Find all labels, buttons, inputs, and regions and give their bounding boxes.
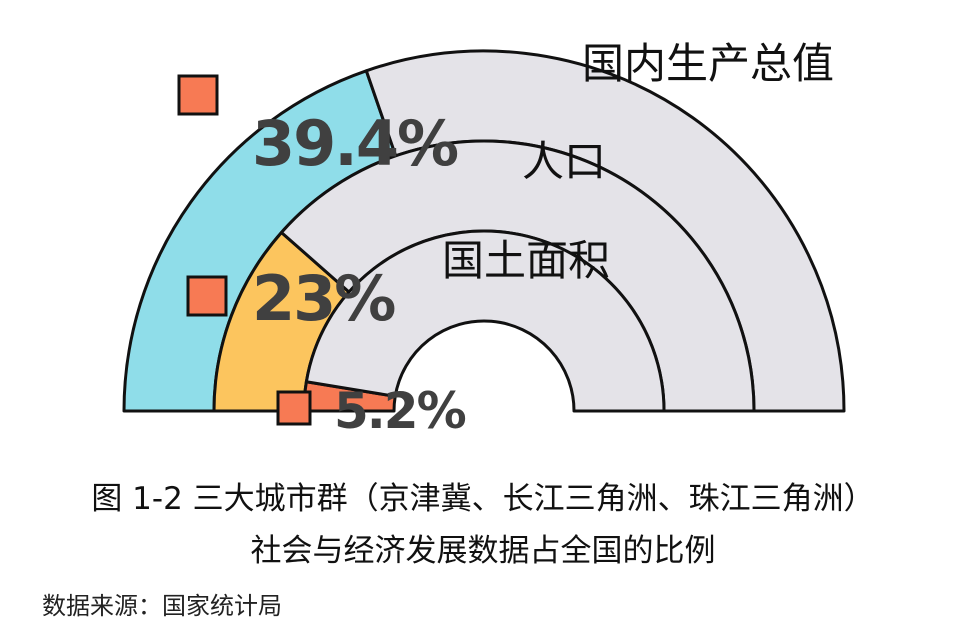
- marker-square-gdp: [177, 74, 219, 116]
- semicircle-donut-chart: 国内生产总值 人口 国土面积 39.4% 23% 5.2%: [122, 39, 846, 440]
- pct-label-gdp: 39.4%: [252, 107, 458, 180]
- ring-rest-area: [304, 229, 666, 413]
- ring-label-area: 国土面积: [442, 236, 610, 285]
- marker-square-population: [186, 275, 228, 317]
- pct-label-population: 23%: [252, 262, 395, 335]
- ring-label-population: 人口: [522, 137, 606, 186]
- data-source: 数据来源：国家统计局: [42, 592, 282, 620]
- figure-caption-line1: 图 1-2 三大城市群（京津冀、长江三角洲、珠江三角洲）: [91, 481, 875, 517]
- ring-label-gdp: 国内生产总值: [582, 39, 834, 88]
- pct-label-area: 5.2%: [334, 382, 466, 440]
- figure-caption-line2: 社会与经济发展数据占全国的比例: [250, 533, 716, 569]
- marker-square-area: [276, 390, 312, 426]
